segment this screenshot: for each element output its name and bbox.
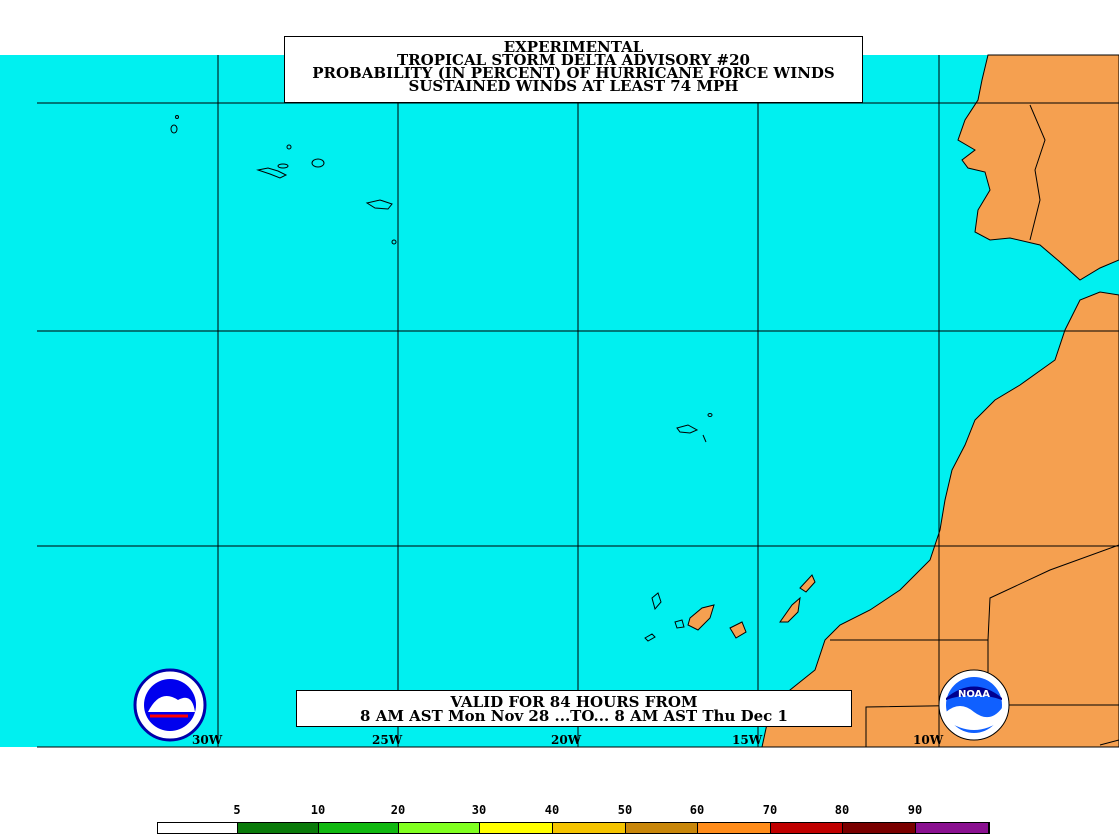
- title-line-3: PROBABILITY (IN PERCENT) OF HURRICANE FO…: [312, 64, 835, 82]
- border-iberia: [1029, 104, 1046, 241]
- legend-label: 90: [907, 803, 923, 817]
- title-line-4: SUSTAINED WINDS AT LEAST 74 MPH: [408, 77, 739, 95]
- valid-line-1: VALID FOR 84 HOURS FROM: [450, 693, 698, 711]
- legend-swatch: [553, 823, 626, 833]
- lon-label-15w: 15W: [732, 733, 763, 747]
- legend-swatch: [238, 823, 319, 833]
- noaa-logo-text: NOAA: [958, 689, 990, 700]
- legend-label: 5: [233, 803, 241, 817]
- legend-swatch: [626, 823, 698, 833]
- legend-label: 40: [544, 803, 560, 817]
- legend-label: 20: [390, 803, 406, 817]
- legend-swatch: [771, 823, 843, 833]
- border-lines: [830, 544, 1119, 747]
- madeira-islands: [676, 413, 713, 443]
- legend-color-bar: [157, 822, 990, 834]
- valid-period-box: VALID FOR 84 HOURS FROM 8 AM AST Mon Nov…: [296, 690, 852, 727]
- azores-islands: [170, 115, 397, 245]
- lon-label-20w: 20W: [551, 733, 582, 747]
- noaa-logo: [938, 669, 1010, 741]
- valid-line-2: 8 AM AST Mon Nov 28 ...TO... 8 AM AST Th…: [360, 707, 788, 725]
- nws-logo: [133, 668, 207, 742]
- canary-islands: [644, 574, 816, 642]
- legend-swatch: [158, 823, 238, 833]
- legend-swatch: [319, 823, 399, 833]
- title-line-1: EXPERIMENTAL: [503, 38, 644, 56]
- legend-swatch: [698, 823, 771, 833]
- title-box: EXPERIMENTAL TROPICAL STORM DELTA ADVISO…: [284, 36, 863, 103]
- title-line-2: TROPICAL STORM DELTA ADVISORY #20: [397, 51, 750, 69]
- lat-lon-grid: [37, 55, 1119, 748]
- legend-label: 10: [310, 803, 326, 817]
- legend-label: 60: [689, 803, 705, 817]
- land-iberia: [957, 54, 1119, 281]
- legend-label: 70: [762, 803, 778, 817]
- legend-label: 30: [471, 803, 487, 817]
- lon-label-30w: 30W: [192, 733, 223, 747]
- legend-label: 50: [617, 803, 633, 817]
- legend-swatch: [916, 823, 989, 833]
- legend-swatch: [843, 823, 916, 833]
- lon-label-10w: 10W: [913, 733, 944, 747]
- legend-label: 80: [834, 803, 850, 817]
- lon-label-25w: 25W: [372, 733, 403, 747]
- legend-swatch: [480, 823, 553, 833]
- legend-swatch: [399, 823, 480, 833]
